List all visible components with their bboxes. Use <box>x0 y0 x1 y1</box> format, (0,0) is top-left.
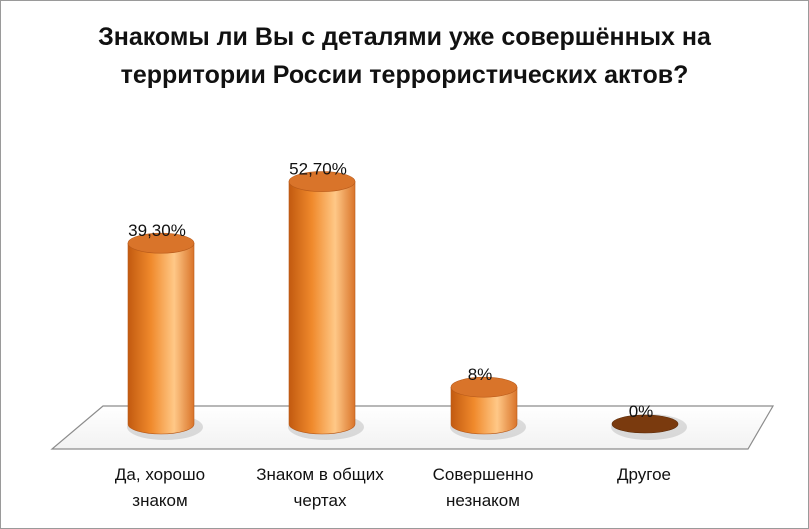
category-label-4: Другое <box>564 462 724 488</box>
bar-top-1 <box>127 232 195 254</box>
bar-top-3 <box>450 376 518 398</box>
bar-2 <box>288 181 356 435</box>
data-label-layer: 39,30% 52,70% 8% 0% <box>128 160 653 421</box>
category-label-4-line-1: Другое <box>616 465 671 484</box>
data-label-2: 52,70% <box>289 160 347 179</box>
bar-layer <box>127 171 687 440</box>
category-label-3-line-1: Совершенно <box>432 465 534 484</box>
category-label-2-line-2: чертах <box>293 491 347 510</box>
bar-4 <box>611 414 679 434</box>
bar-3 <box>450 386 518 435</box>
bar-1 <box>127 242 195 435</box>
data-label-4: 0% <box>629 402 654 421</box>
chart-title: Знакомы ли Вы с деталями уже совершённых… <box>0 18 809 94</box>
chart-title-line-1: Знакомы ли Вы с деталями уже совершённых… <box>98 23 711 51</box>
category-label-3: Совершенно незнаком <box>403 462 563 514</box>
chart-floor <box>50 405 775 450</box>
category-label-1: Да, хорошо знаком <box>80 462 240 514</box>
category-label-1-line-2: знаком <box>132 491 188 510</box>
category-label-2-line-1: Знаком в общих <box>256 465 384 484</box>
category-label-3-line-2: незнаком <box>446 491 520 510</box>
data-label-1: 39,30% <box>128 221 186 240</box>
data-label-3: 8% <box>468 365 493 384</box>
category-label-2: Знаком в общих чертах <box>240 462 400 514</box>
bar-top-2 <box>288 171 356 192</box>
category-label-1-line-1: Да, хорошо <box>114 465 206 484</box>
chart-title-line-2: территории России террористических актов… <box>120 61 689 89</box>
